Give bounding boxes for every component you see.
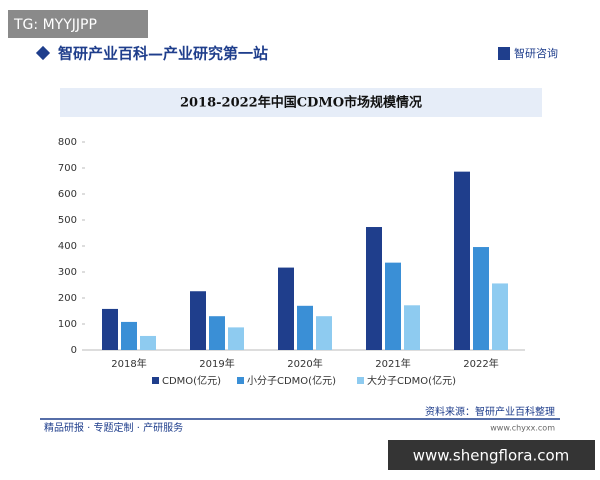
y-tick-label: 100: [58, 319, 77, 330]
brand-logo: [498, 47, 510, 60]
overlay-tag-box: [8, 10, 148, 38]
legend-label: CDMO(亿元): [162, 374, 221, 387]
bar: [297, 305, 313, 350]
header-diamond: [35, 45, 51, 61]
y-tick-label: 200: [58, 293, 77, 304]
bar: [190, 291, 206, 350]
overlay-url-box: [388, 440, 595, 470]
x-tick-label: 2020年: [287, 357, 322, 370]
plot: 0 100 200 300 400 500 600 700 800 2018年 2019年 2020年…: [58, 137, 525, 387]
bar: [366, 227, 382, 350]
y-tick-label: 700: [58, 163, 77, 174]
overlay-url: www.shengflora.com: [413, 447, 570, 465]
y-tick-label: 500: [58, 215, 77, 226]
x-tick-label: 2021年: [375, 357, 410, 370]
bar: [454, 171, 470, 350]
bar: [316, 316, 332, 350]
bar: [102, 308, 118, 350]
x-tick-label: 2019年: [199, 357, 234, 370]
legend-swatch: [357, 377, 364, 384]
y-tick-label: 600: [58, 189, 77, 200]
chart-title: 2018-2022年中国CDMO市场规模情况: [180, 95, 422, 111]
footer-source: 资料来源：智研产业百科整理: [425, 405, 555, 418]
bar: [278, 267, 294, 350]
bar: [121, 321, 137, 350]
y-tick-label: 400: [58, 241, 77, 252]
brand-name: 智研咨询: [514, 46, 558, 60]
y-tick-label: 800: [58, 137, 77, 148]
legend-swatch: [152, 377, 159, 384]
footer-services: 精品研报 · 专题定制 · 产研服务: [44, 421, 183, 434]
header-title: 智研产业百科—产业研究第一站: [58, 45, 268, 63]
bar: [228, 327, 244, 350]
legend-label: 小分子CDMO(亿元): [247, 374, 336, 387]
overlay-tag: TG: MYYJJPP: [13, 17, 97, 33]
bar: [209, 316, 225, 350]
title-box: [60, 88, 542, 117]
bar: [492, 283, 508, 350]
y-tick-label: 300: [58, 267, 77, 278]
x-tick-label: 2018年: [111, 357, 146, 370]
bar: [404, 305, 420, 350]
bar: [473, 247, 489, 350]
x-tick-label: 2022年: [463, 357, 498, 370]
legend-label: 大分子CDMO(亿元): [367, 374, 456, 387]
bar: [140, 335, 156, 350]
y-tick-label: 0: [71, 345, 77, 356]
legend-swatch: [237, 377, 244, 384]
bar: [385, 262, 401, 350]
footer-url: www.chyxx.com: [490, 424, 555, 433]
